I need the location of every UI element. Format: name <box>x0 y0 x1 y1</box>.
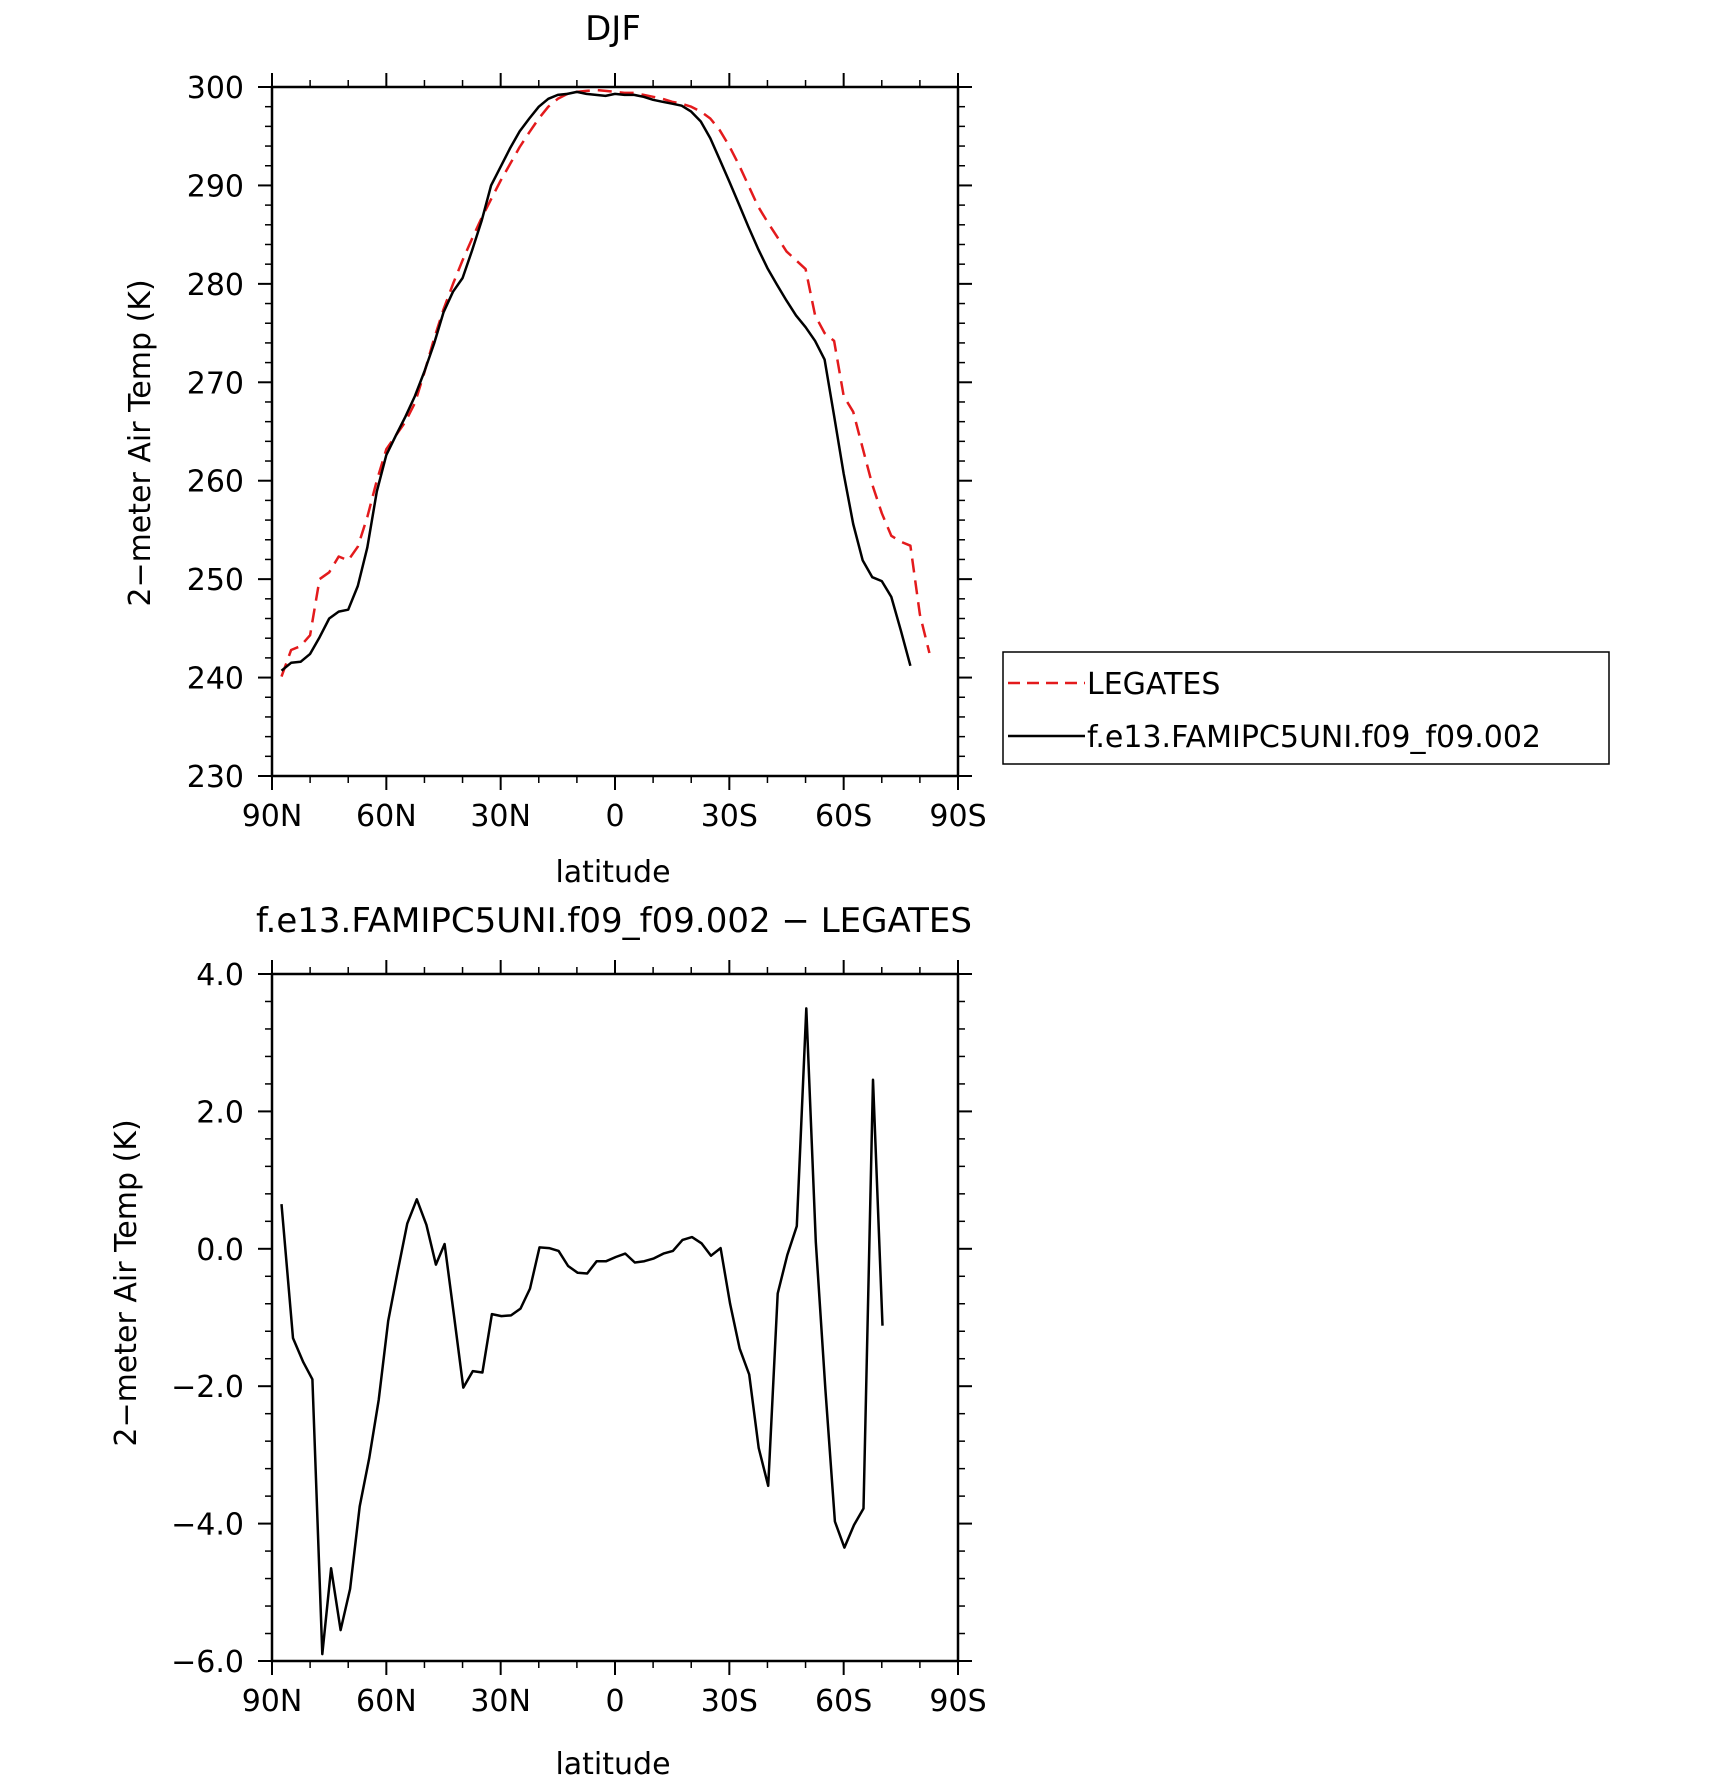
x-axis-label-top: latitude <box>555 855 670 890</box>
y-tick-label: 230 <box>187 760 244 795</box>
plot-frame <box>270 972 960 1663</box>
series-group-bottom <box>280 1007 884 1656</box>
x-axis-label-bottom: latitude <box>555 1747 670 1777</box>
y-tick-label: 240 <box>187 662 244 697</box>
axes-frame-bottom: 90N 60N 30N 0 30S 60S 90S −6.0 −4.0 −2.0 0.0 2.0 4.0 <box>171 958 986 1719</box>
x-tick-label: 90S <box>929 799 986 834</box>
x-tick-label: 60N <box>356 799 417 834</box>
y-tick-label: −2.0 <box>171 1370 244 1405</box>
x-tick-label: 30S <box>701 1684 758 1719</box>
legend-label-legates: LEGATES <box>1087 667 1220 702</box>
y-tick-label: 270 <box>187 366 244 401</box>
x-tick-label: 60S <box>815 799 872 834</box>
y-tick-label: 260 <box>187 465 244 500</box>
panel-difference: f.e13.FAMIPC5UNI.f09_f09.002 − LEGATES 9… <box>109 901 987 1777</box>
series-group-top <box>280 88 931 678</box>
legend: LEGATES f.e13.FAMIPC5UNI.f09_f09.002 <box>1002 651 1610 765</box>
y-tick-label: 2.0 <box>196 1095 244 1130</box>
x-tick-label: 0 <box>605 1684 624 1719</box>
y-tick-label: 300 <box>187 71 244 106</box>
y-tick-label: 0.0 <box>196 1233 244 1268</box>
legend-box <box>1002 651 1610 765</box>
axes-frame-top: 90N 60N 30N 0 30S 60S 90S 230 240 250 260 270 280 290… <box>187 71 987 834</box>
y-tick-label: 280 <box>187 268 244 303</box>
x-tick-label: 60N <box>356 1684 417 1719</box>
chart-title-bottom: f.e13.FAMIPC5UNI.f09_f09.002 − LEGATES <box>256 901 972 941</box>
y-tick-label: −4.0 <box>171 1508 244 1543</box>
y-axis-label-top: 2−meter Air Temp (K) <box>123 279 158 606</box>
x-tick-label: 60S <box>815 1684 872 1719</box>
series-line-legates <box>280 88 931 678</box>
y-axis-label-bottom: 2−meter Air Temp (K) <box>109 1119 144 1446</box>
x-tick-label: 90N <box>242 1684 303 1719</box>
x-tick-label: 90N <box>242 799 303 834</box>
plot-frame <box>270 85 960 778</box>
y-tick-label: −6.0 <box>171 1645 244 1680</box>
series-line-difference <box>280 1007 884 1656</box>
legend-label-model: f.e13.FAMIPC5UNI.f09_f09.002 <box>1087 720 1541 755</box>
x-tick-label: 30N <box>470 799 531 834</box>
x-tick-label: 30N <box>470 1684 531 1719</box>
series-line-f-e13-famipc5uni-f09-f09-002 <box>280 90 912 672</box>
y-tick-label: 290 <box>187 169 244 204</box>
x-tick-label: 30S <box>701 799 758 834</box>
panel-djf: DJF 90N 60N 30N 0 30S 60S 90S 230 240 250 260 270 28… <box>123 9 1610 890</box>
x-tick-label: 0 <box>605 799 624 834</box>
y-tick-label: 4.0 <box>196 958 244 993</box>
chart-title-top: DJF <box>585 9 641 49</box>
y-tick-label: 250 <box>187 563 244 598</box>
x-tick-label: 90S <box>929 1684 986 1719</box>
